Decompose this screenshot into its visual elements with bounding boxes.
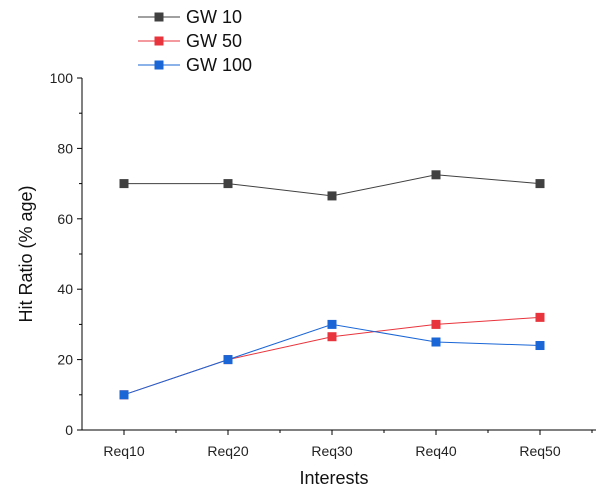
- x-tick-label: Req40: [415, 443, 456, 459]
- legend-marker: [154, 12, 164, 22]
- series-layer: [119, 170, 545, 400]
- data-point: [119, 179, 129, 189]
- data-point: [327, 191, 337, 201]
- data-point: [327, 319, 337, 329]
- legend-marker: [154, 36, 164, 46]
- series-line: [123, 316, 541, 396]
- x-tick-label: Req10: [103, 443, 144, 459]
- data-point: [223, 179, 233, 189]
- data-point: [327, 332, 337, 342]
- data-point: [535, 179, 545, 189]
- data-point: [431, 170, 441, 180]
- x-axis-ticks: Req10 Req20 Req30 Req40 Req50: [103, 430, 593, 459]
- legend-label: GW 100: [186, 55, 252, 75]
- data-point: [431, 337, 441, 347]
- x-tick-label: Req50: [519, 443, 560, 459]
- y-axis-title: Hit Ratio (% age): [16, 185, 36, 322]
- y-tick-label: 60: [57, 211, 73, 227]
- y-axis-ticks: 0 20 40 60 80 100: [50, 70, 82, 438]
- legend-label: GW 50: [186, 31, 242, 51]
- y-tick-label: 80: [57, 140, 73, 156]
- legend-item: GW 100: [138, 55, 252, 75]
- x-axis-title: Interests: [299, 468, 368, 488]
- data-point: [431, 319, 441, 329]
- legend-item: GW 50: [138, 31, 242, 51]
- data-point: [223, 355, 233, 365]
- legend-label: GW 10: [186, 7, 242, 27]
- data-point: [535, 312, 545, 322]
- data-point: [535, 341, 545, 351]
- x-tick-label: Req30: [311, 443, 352, 459]
- data-point: [119, 390, 129, 400]
- series-gw-100: [119, 319, 545, 400]
- legend-marker: [154, 60, 164, 70]
- legend-item: GW 10: [138, 7, 242, 27]
- x-tick-label: Req20: [207, 443, 248, 459]
- y-tick-label: 20: [57, 352, 73, 368]
- y-tick-label: 40: [57, 281, 73, 297]
- legend: GW 10 GW 50 GW 100: [138, 7, 252, 75]
- series-gw-10: [119, 170, 545, 201]
- y-tick-label: 100: [50, 70, 74, 86]
- axes: [81, 78, 596, 431]
- y-tick-label: 0: [65, 422, 73, 438]
